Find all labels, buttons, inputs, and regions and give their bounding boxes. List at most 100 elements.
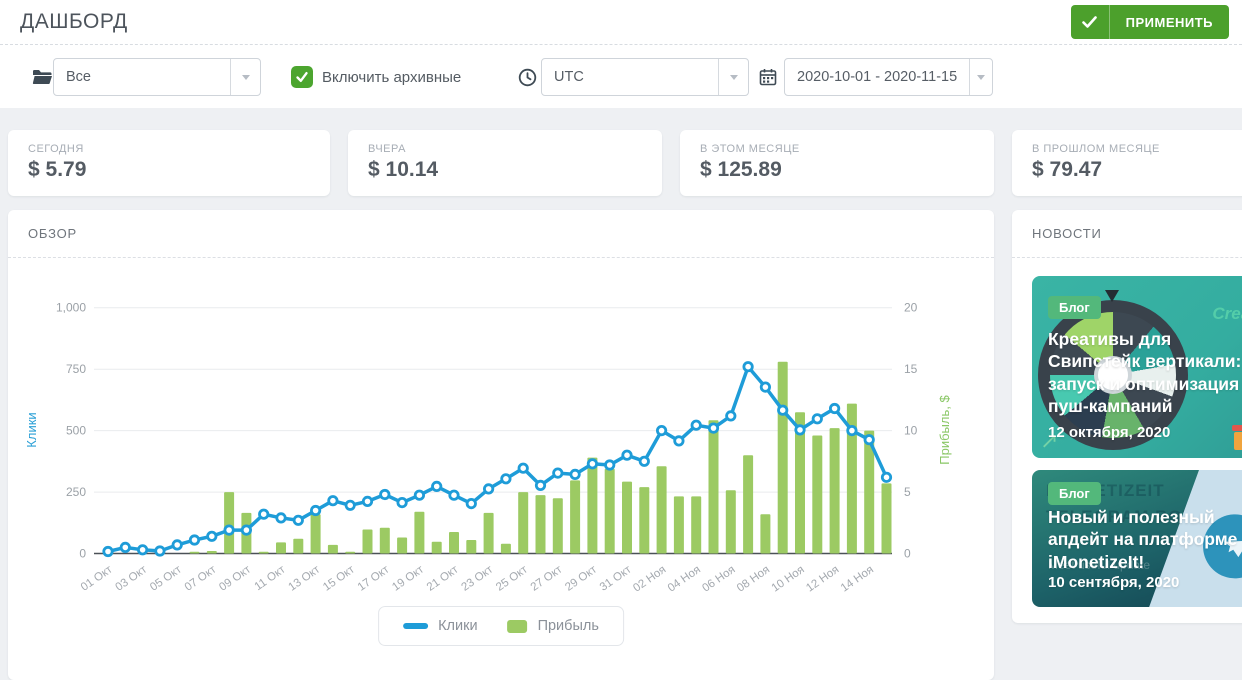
profit-bar[interactable] — [500, 543, 511, 554]
profit-bar[interactable] — [604, 468, 615, 554]
chevron-down-icon[interactable] — [718, 59, 748, 95]
profit-bar[interactable] — [224, 492, 235, 554]
profit-bar[interactable] — [673, 496, 684, 554]
profit-bar[interactable] — [829, 428, 840, 554]
clicks-point[interactable] — [500, 473, 512, 485]
profit-bar[interactable] — [258, 551, 269, 554]
clicks-point[interactable] — [759, 381, 772, 393]
profit-bar[interactable] — [345, 551, 356, 554]
clicks-point[interactable] — [880, 471, 893, 483]
profit-bar[interactable] — [846, 403, 857, 554]
profit-bar[interactable] — [743, 455, 754, 554]
profit-bar[interactable] — [587, 457, 598, 554]
clicks-point[interactable] — [811, 413, 823, 425]
clicks-point[interactable] — [569, 468, 581, 480]
profit-bar[interactable] — [708, 420, 719, 554]
clicks-point[interactable] — [223, 524, 235, 536]
clicks-point[interactable] — [794, 424, 806, 436]
clicks-point[interactable] — [552, 467, 564, 479]
campaign-select[interactable]: Все — [53, 58, 261, 96]
clicks-point[interactable] — [604, 459, 616, 471]
apply-button[interactable]: ПРИМЕНИТЬ — [1070, 5, 1229, 39]
profit-bar[interactable] — [276, 542, 286, 554]
clicks-point[interactable] — [448, 489, 460, 501]
profit-bar[interactable] — [622, 481, 632, 554]
clicks-point[interactable] — [725, 410, 737, 422]
profit-bar[interactable] — [431, 541, 442, 554]
clicks-point[interactable] — [828, 402, 841, 415]
profit-bar[interactable] — [691, 496, 702, 554]
clicks-point[interactable] — [707, 422, 720, 434]
clicks-point[interactable] — [275, 512, 287, 524]
filter-bar: Все Включить архивные UTC 2020-10-01 - 2… — [0, 45, 1242, 108]
news-card[interactable]: Creativ ↗ Блог Креативы для Свипстейк ве… — [1032, 276, 1242, 458]
profit-bar[interactable] — [639, 487, 650, 554]
clicks-point[interactable] — [431, 480, 443, 492]
clicks-point[interactable] — [154, 545, 166, 557]
profit-bar[interactable] — [777, 361, 788, 554]
clicks-point[interactable] — [240, 524, 252, 536]
profit-bar[interactable] — [189, 551, 200, 554]
profit-bar[interactable] — [812, 435, 823, 554]
clicks-point[interactable] — [188, 534, 201, 546]
clicks-point[interactable] — [361, 495, 374, 507]
timezone-select[interactable]: UTC — [541, 58, 749, 96]
clicks-point[interactable] — [742, 361, 754, 373]
profit-bar[interactable] — [466, 540, 477, 554]
profit-bar[interactable] — [552, 498, 563, 554]
clicks-point[interactable] — [292, 514, 304, 526]
profit-bar[interactable] — [570, 480, 581, 554]
clicks-point[interactable] — [258, 508, 270, 520]
news-card[interactable]: iMonetizeIt Telegram Bot Meet useful upd… — [1032, 470, 1242, 607]
clicks-point[interactable] — [344, 499, 356, 511]
clicks-point[interactable] — [777, 404, 789, 416]
clicks-point[interactable] — [586, 458, 599, 470]
legend-item-clicks[interactable]: Клики — [403, 618, 478, 634]
clicks-point[interactable] — [309, 504, 322, 517]
clicks-point[interactable] — [690, 419, 702, 431]
profit-bar[interactable] — [293, 538, 304, 554]
clicks-point[interactable] — [206, 530, 218, 542]
clicks-point[interactable] — [482, 483, 495, 495]
profit-bar[interactable] — [760, 514, 771, 554]
profit-bar[interactable] — [449, 532, 459, 554]
chevron-down-icon[interactable] — [969, 59, 992, 95]
clicks-point[interactable] — [465, 498, 477, 510]
profit-bar[interactable] — [414, 511, 425, 554]
clicks-point[interactable] — [863, 434, 875, 446]
profit-bar[interactable] — [725, 490, 736, 554]
clicks-point[interactable] — [534, 479, 547, 491]
clicks-point[interactable] — [621, 449, 633, 461]
clicks-point[interactable] — [517, 462, 529, 474]
profit-bar[interactable] — [379, 527, 390, 554]
profit-bar[interactable] — [310, 514, 321, 554]
clicks-point[interactable] — [396, 497, 408, 509]
profit-bar[interactable] — [535, 495, 546, 554]
date-range-select[interactable]: 2020-10-01 - 2020-11-15 — [784, 58, 993, 96]
clicks-point[interactable] — [119, 541, 131, 553]
profit-bar[interactable] — [864, 430, 875, 554]
archive-checkbox[interactable] — [291, 66, 313, 88]
profit-bar[interactable] — [881, 483, 892, 554]
clicks-point[interactable] — [673, 435, 685, 447]
clicks-point[interactable] — [846, 425, 858, 437]
profit-bar[interactable] — [206, 551, 217, 554]
archive-checkbox-label[interactable]: Включить архивные — [322, 69, 462, 86]
profit-bar[interactable] — [327, 544, 338, 554]
profit-bar[interactable] — [518, 492, 529, 554]
profit-bar[interactable] — [795, 412, 805, 554]
clicks-point[interactable] — [413, 489, 425, 501]
clicks-point[interactable] — [638, 455, 650, 467]
clicks-point[interactable] — [171, 539, 183, 551]
clicks-point[interactable] — [327, 495, 339, 507]
clicks-point[interactable] — [379, 488, 391, 501]
profit-bar[interactable] — [362, 529, 373, 554]
clicks-point[interactable] — [137, 544, 149, 556]
chevron-down-icon[interactable] — [230, 59, 260, 95]
clicks-point[interactable] — [655, 425, 668, 437]
profit-bar[interactable] — [397, 537, 408, 554]
legend-item-profit[interactable]: Прибыль — [507, 618, 599, 634]
profit-bar[interactable] — [656, 466, 667, 554]
clicks-point[interactable] — [102, 545, 114, 558]
profit-bar[interactable] — [483, 512, 494, 554]
